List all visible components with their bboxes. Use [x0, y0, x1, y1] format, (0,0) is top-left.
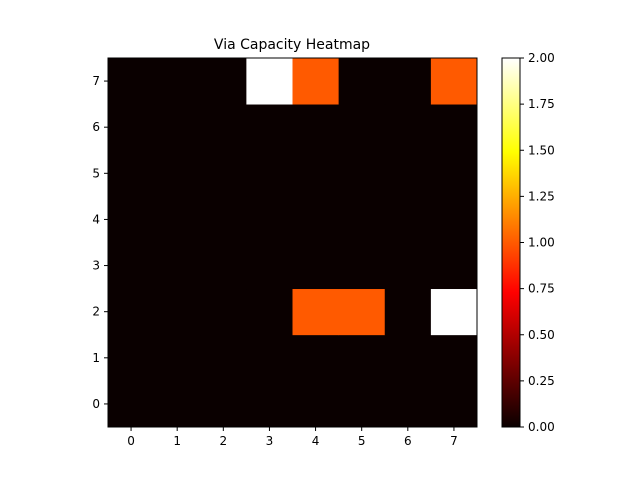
- heatmap-cell-6-0: [384, 380, 432, 428]
- heatmap-cell-4-7: [292, 58, 340, 105]
- heatmap-cell-4-6: [292, 104, 340, 151]
- x-tick-label: 4: [312, 434, 320, 448]
- heatmap-cell-7-0: [430, 380, 478, 428]
- colorbar-tick-label: 1.50: [528, 143, 555, 157]
- heatmap-cell-7-6: [430, 104, 478, 151]
- x-axis-ticks: 0 1 2 3 4 5 6 7: [127, 427, 458, 448]
- heatmap-cell-2-5: [200, 150, 247, 197]
- heatmap-cell-1-3: [154, 242, 201, 290]
- heatmap-cell-3-0: [246, 380, 293, 428]
- heatmap-cell-2-4: [200, 196, 247, 243]
- heatmap-cell-2-3: [200, 242, 247, 290]
- y-tick-label: 4: [92, 212, 100, 226]
- colorbar-tick-label: 0.50: [528, 328, 555, 342]
- colorbar-ticks: 0.00 0.25 0.50 0.75 1.00 1.25 1.50 1.75 2.00: [520, 51, 555, 434]
- heatmap-cell-6-1: [384, 334, 432, 382]
- y-tick-label: 0: [92, 397, 100, 411]
- heatmap-cell-0-2: [108, 288, 155, 336]
- heatmap-cell-5-5: [338, 150, 386, 197]
- x-tick-label: 7: [450, 434, 458, 448]
- heatmap-cell-7-4: [430, 196, 478, 243]
- y-tick-label: 5: [92, 166, 100, 180]
- heatmap-cell-3-7: [246, 58, 293, 105]
- heatmap-cell-0-1: [108, 334, 155, 382]
- heatmap-cell-3-3: [246, 242, 293, 290]
- y-tick-label: 6: [92, 120, 100, 134]
- heatmap-cell-7-2: [430, 288, 478, 336]
- heatmap-cell-6-7: [384, 58, 432, 105]
- heatmap-cell-0-5: [108, 150, 155, 197]
- heatmap-cell-6-2: [384, 288, 432, 336]
- heatmap-cell-1-0: [154, 380, 201, 428]
- heatmap-cell-2-1: [200, 334, 247, 382]
- heatmap-cell-5-3: [338, 242, 386, 290]
- heatmap-cell-2-6: [200, 104, 247, 151]
- colorbar-tick-label: 1.75: [528, 97, 555, 111]
- y-tick-label: 1: [92, 351, 100, 365]
- heatmap-cell-0-4: [108, 196, 155, 243]
- heatmap-cell-5-4: [338, 196, 386, 243]
- heatmap-cell-1-4: [154, 196, 201, 243]
- x-tick-label: 3: [266, 434, 274, 448]
- y-tick-label: 3: [92, 259, 100, 273]
- heatmap-cell-3-1: [246, 334, 293, 382]
- colorbar-tick-label: 0.75: [528, 282, 555, 296]
- chart-title: Via Capacity Heatmap: [214, 37, 370, 53]
- heatmap-cell-1-1: [154, 334, 201, 382]
- heatmap-cell-2-7: [200, 58, 247, 105]
- heatmap-cell-7-7: [430, 58, 478, 105]
- heatmap-cell-3-4: [246, 196, 293, 243]
- heatmap-cell-3-2: [246, 288, 293, 336]
- colorbar: [501, 57, 521, 428]
- heatmap-cell-1-2: [154, 288, 201, 336]
- heatmap-cell-3-5: [246, 150, 293, 197]
- heatmap-cell-2-2: [200, 288, 247, 336]
- heatmap-cell-7-1: [430, 334, 478, 382]
- y-tick-label: 2: [92, 305, 100, 319]
- heatmap-cell-0-6: [108, 104, 155, 151]
- heatmap-cell-1-5: [154, 150, 201, 197]
- x-tick-label: 1: [173, 434, 181, 448]
- plot-frame: [107, 57, 478, 428]
- colorbar-tick-label: 0.25: [528, 374, 555, 388]
- y-tick-label: 7: [92, 74, 100, 88]
- heatmap-cell-1-6: [154, 104, 201, 151]
- heatmap-cell-6-3: [384, 242, 432, 290]
- heatmap-cell-4-2: [292, 288, 340, 336]
- heatmap-cells: [108, 58, 478, 428]
- heatmap-cell-5-1: [338, 334, 386, 382]
- heatmap-cell-3-6: [246, 104, 293, 151]
- x-tick-label: 0: [127, 434, 135, 448]
- colorbar-tick-label: 0.00: [528, 420, 555, 434]
- heatmap-cell-6-5: [384, 150, 432, 197]
- heatmap-cell-4-0: [292, 380, 340, 428]
- heatmap-cell-5-6: [338, 104, 386, 151]
- heatmap-cell-0-0: [108, 380, 155, 428]
- heatmap-cell-2-0: [200, 380, 247, 428]
- heatmap-cell-6-4: [384, 196, 432, 243]
- heatmap-cell-5-0: [338, 380, 386, 428]
- colorbar-tick-label: 1.00: [528, 236, 555, 250]
- heatmap-cell-7-3: [430, 242, 478, 290]
- colorbar-tick-label: 2.00: [528, 51, 555, 65]
- x-tick-label: 5: [358, 434, 366, 448]
- colorbar-tick-label: 1.25: [528, 189, 555, 203]
- heatmap-cell-4-1: [292, 334, 340, 382]
- heatmap-cell-5-2: [338, 288, 386, 336]
- heatmap-cell-7-5: [430, 150, 478, 197]
- x-tick-label: 6: [404, 434, 412, 448]
- x-tick-label: 2: [219, 434, 227, 448]
- heatmap-cell-0-7: [108, 58, 155, 105]
- heatmap-cell-4-5: [292, 150, 340, 197]
- heatmap-cell-5-7: [338, 58, 386, 105]
- y-axis-ticks: 0 1 2 3 4 5 6 7: [92, 74, 108, 411]
- heatmap-cell-4-4: [292, 196, 340, 243]
- heatmap-cell-4-3: [292, 242, 340, 290]
- heatmap-cell-0-3: [108, 242, 155, 290]
- heatmap-cell-1-7: [154, 58, 201, 105]
- heatmap-cell-6-6: [384, 104, 432, 151]
